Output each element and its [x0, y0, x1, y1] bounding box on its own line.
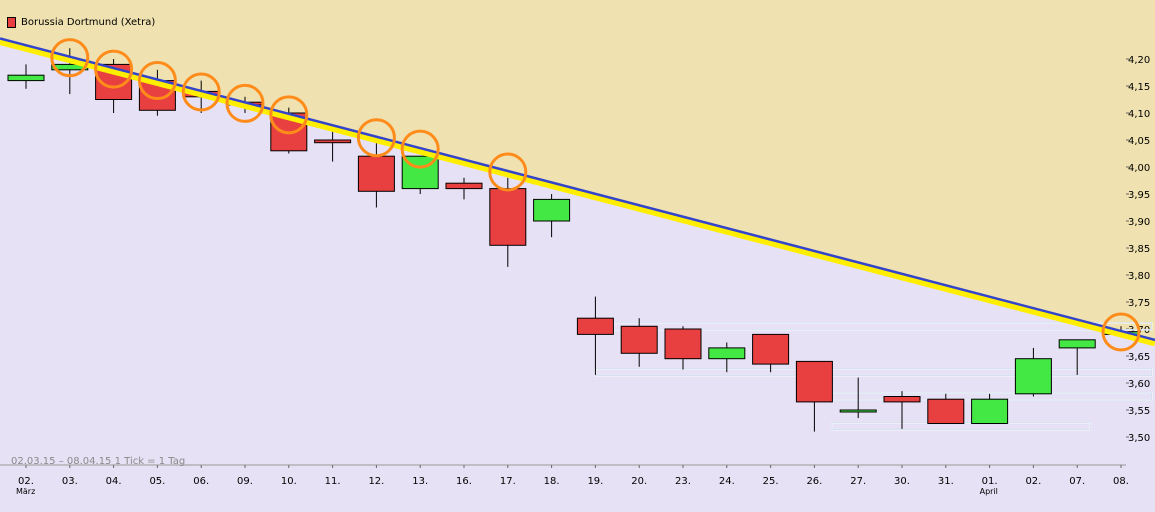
candle-down	[489, 188, 527, 246]
trendline-glow	[0, 38, 1155, 347]
y-tick-label: 4,00	[1128, 163, 1150, 174]
upper-trend-area	[0, 0, 1155, 340]
candle-down	[664, 328, 702, 360]
x-tick-label: 27.	[850, 476, 866, 487]
legend-title: Borussia Dortmund (Xetra)	[21, 17, 156, 28]
x-tick-label: 10.	[281, 476, 297, 487]
candle-up	[1014, 358, 1052, 395]
y-tick-label: 4,10	[1128, 109, 1150, 120]
x-tick-label: 07.	[1069, 476, 1085, 487]
x-tick-label: 06.	[193, 476, 209, 487]
candle-down	[314, 139, 352, 144]
x-tick-label: 13.	[412, 476, 428, 487]
x-tick-label: 02.	[18, 476, 34, 487]
x-tick-label: 18.	[544, 476, 560, 487]
candle-down	[445, 182, 483, 190]
touch-circle	[400, 129, 440, 169]
candle-down	[927, 398, 965, 425]
touch-circle	[94, 49, 134, 89]
x-tick-label: 17.	[500, 476, 516, 487]
touch-circle	[269, 95, 309, 135]
x-tick-label: 30.	[894, 476, 910, 487]
y-tick-label: 3,90	[1128, 217, 1150, 228]
x-tick-label: 25.	[763, 476, 779, 487]
candle-up	[971, 398, 1009, 425]
x-tick-label: 04.	[106, 476, 122, 487]
x-tick-label: 01.	[982, 476, 998, 487]
support-level-outline	[595, 368, 1152, 377]
y-tick-label: 4,20	[1128, 55, 1150, 66]
y-tick-label: 3,75	[1128, 298, 1150, 309]
candle-up	[1058, 339, 1096, 349]
x-tick-label: 31.	[938, 476, 954, 487]
touch-circle	[50, 38, 90, 78]
x-tick-label: 11.	[325, 476, 341, 487]
candle-up	[7, 74, 45, 82]
touch-circle	[488, 152, 528, 192]
candle-down	[620, 325, 658, 354]
date-range-note: 02.03.15 – 08.04.15 1 Tick = 1 Tag	[11, 456, 186, 467]
candle-down	[357, 155, 395, 192]
x-tick-label: 20.	[631, 476, 647, 487]
y-tick-label: 4,15	[1128, 82, 1150, 93]
y-tick-label: 3,65	[1128, 352, 1150, 363]
x-tick-label: 19.	[587, 476, 603, 487]
candle-up	[839, 409, 877, 413]
month-label: April	[980, 487, 998, 496]
candle-down	[795, 360, 833, 403]
y-tick-label: 3,60	[1128, 379, 1150, 390]
x-tick-label: 23.	[675, 476, 691, 487]
touch-circle	[1101, 312, 1141, 352]
touch-circle	[181, 72, 221, 112]
x-tick-label: 26.	[806, 476, 822, 487]
y-tick-label: 3,80	[1128, 271, 1150, 282]
x-tick-label: 16.	[456, 476, 472, 487]
candle-down	[883, 396, 921, 403]
support-level	[594, 367, 1153, 377]
x-tick-label: 24.	[719, 476, 735, 487]
x-tick-label: 05.	[149, 476, 165, 487]
month-label: März	[16, 487, 35, 496]
touch-circle	[137, 61, 177, 101]
x-tick-label: 02.	[1025, 476, 1041, 487]
touch-circle	[225, 83, 265, 123]
legend: Borussia Dortmund (Xetra)	[7, 17, 155, 28]
candle-down	[752, 333, 790, 365]
candle-down	[576, 317, 614, 335]
x-tick-label: 03.	[62, 476, 78, 487]
x-tick-label: 12.	[368, 476, 384, 487]
legend-swatch	[7, 17, 16, 28]
candle-up	[708, 347, 746, 360]
y-tick-label: 3,95	[1128, 190, 1150, 201]
candle-up	[533, 198, 571, 222]
y-tick-label: 3,50	[1128, 433, 1150, 444]
y-tick-label: 3,55	[1128, 406, 1150, 417]
y-tick-label: 3,85	[1128, 244, 1150, 255]
trendline	[0, 37, 1155, 342]
x-tick-label: 08.	[1113, 476, 1129, 487]
y-tick-label: 4,05	[1128, 136, 1150, 147]
touch-circle	[356, 118, 396, 158]
x-tick-label: 09.	[237, 476, 253, 487]
